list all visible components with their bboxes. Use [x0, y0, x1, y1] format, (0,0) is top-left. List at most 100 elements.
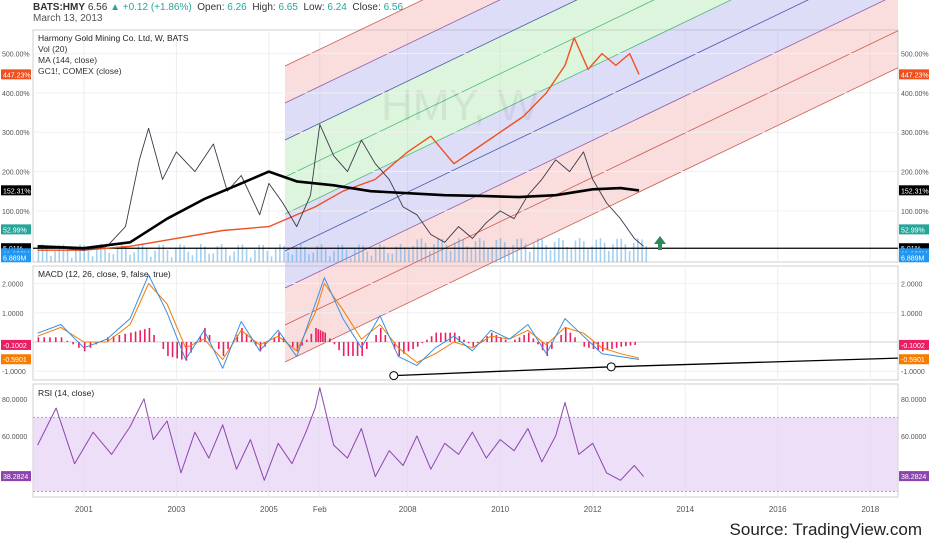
volume-bar [379, 244, 381, 262]
volume-bar [241, 244, 244, 262]
volume-bar [258, 244, 260, 262]
macd-hist-bar [190, 342, 192, 353]
macd-hist-bar [500, 337, 502, 342]
x-tick-label: 2016 [769, 505, 787, 514]
main-price-tag-left-bg [1, 243, 31, 254]
rsi-price-tag-left: 38.2824 [3, 474, 28, 481]
volume-bar [220, 244, 223, 262]
macd-hist-bar [416, 342, 419, 347]
volume-bar [245, 249, 248, 262]
macd-hist-bar [514, 339, 516, 342]
macd-hist-bar [629, 342, 632, 346]
volume-bar [395, 246, 398, 262]
macd-price-tag-left-bg [1, 354, 31, 365]
macd-hist-bar [185, 342, 188, 361]
macd-hist-bar [412, 342, 414, 350]
main-price-tag-left-bg [1, 224, 31, 235]
volume-bar [420, 238, 423, 262]
volume-bar [50, 255, 52, 262]
volume-bar [262, 244, 265, 262]
macd-y-tick-left: -1.0000 [2, 369, 26, 376]
macd-hist-bar [338, 342, 340, 351]
macd-price-tag-right: -0.1002 [901, 343, 925, 350]
high-value: 6.65 [278, 2, 298, 13]
macd-hist-bar [153, 334, 155, 342]
volume-bar [416, 239, 419, 262]
rsi-y-tick-right: 80.0000 [901, 397, 926, 404]
volume-bar [316, 245, 319, 262]
x-tick-label: 2012 [584, 505, 602, 514]
volume-bar [495, 239, 498, 262]
volume-bar [129, 254, 131, 262]
macd-hist-bar [292, 342, 294, 347]
macd-hist-bar [134, 331, 137, 342]
volume-bar [187, 251, 190, 262]
macd-hist-bar [176, 342, 178, 359]
volume-bar [195, 247, 198, 262]
macd-hist-bar [301, 342, 303, 346]
volume-bar [287, 252, 290, 262]
legend-entry: Vol (20) [38, 44, 67, 54]
macd-hist-bar [83, 342, 86, 352]
macd-hist-bar [588, 342, 590, 348]
macd-hist-bar [407, 342, 410, 352]
volume-bar [70, 257, 73, 262]
macd-hist-bar [430, 336, 433, 342]
volume-bar [607, 250, 610, 262]
macd-hist-bar [560, 334, 562, 342]
main-price-tag-left: 6.889M [3, 255, 27, 262]
volume-bar [145, 248, 148, 262]
close-label: Close: [352, 2, 381, 13]
volume-bar [358, 244, 360, 262]
volume-bar [483, 240, 485, 262]
volume-bar [108, 252, 110, 262]
volume-bar [295, 246, 298, 262]
volume-bar [91, 256, 94, 262]
macd-y-tick-left: 1.0000 [2, 311, 24, 318]
macd-hist-bar [615, 342, 618, 348]
volume-bar [541, 239, 543, 262]
volume-bar [412, 245, 414, 262]
rsi-price-tag-right-bg [899, 471, 929, 482]
x-tick-label: 2018 [861, 505, 879, 514]
volume-bar [179, 244, 181, 262]
macd-hist-bar [324, 332, 327, 342]
volume-bar [312, 252, 314, 262]
macd-hist-bar [329, 338, 331, 342]
volume-bar [299, 244, 302, 262]
macd-hist-bar [444, 332, 447, 342]
macd-hist-bar [171, 342, 174, 358]
volume-bar [562, 240, 564, 262]
macd-hist-bar [305, 339, 308, 342]
volume-bar [341, 244, 344, 262]
price-series-line [37, 123, 644, 251]
volume-bar [533, 243, 535, 262]
volume-bar [162, 244, 165, 262]
volume-bar [508, 250, 510, 262]
main-price-tag-right-bg [899, 224, 929, 235]
volume-bar [270, 256, 273, 262]
macd-hist-bar [574, 337, 576, 342]
macd-price-tag-left: -0.1002 [3, 343, 27, 350]
volume-bar [428, 251, 431, 262]
volume-group [37, 238, 648, 262]
macd-hist-bar [144, 329, 146, 342]
volume-bar [83, 245, 86, 262]
volume-bar [603, 242, 606, 262]
volume-bar [224, 247, 227, 262]
macd-hist-bar [49, 337, 51, 342]
macd-line [37, 274, 640, 369]
volume-bar [291, 254, 294, 262]
pitchfork-line [284, 0, 424, 67]
volume-bar [391, 253, 394, 262]
x-tick-label: 2005 [260, 505, 278, 514]
x-tick-label: Feb [313, 505, 327, 514]
rsi-band [33, 417, 898, 492]
volume-bar [470, 248, 473, 262]
volume-bar [349, 257, 352, 262]
volume-bar [66, 249, 69, 262]
main-panel-frame [32, 29, 899, 263]
main-price-tag-left-bg [1, 185, 31, 196]
macd-hist-bar [72, 342, 74, 345]
